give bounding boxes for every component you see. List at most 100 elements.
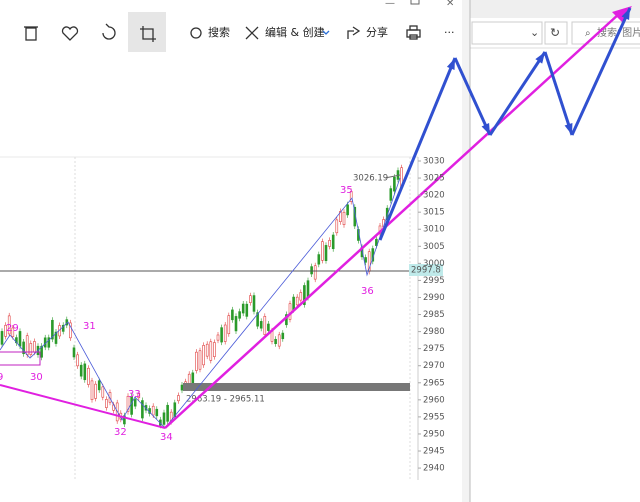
candle-body bbox=[90, 380, 94, 400]
candle-body bbox=[177, 395, 180, 402]
candle-body bbox=[166, 404, 169, 422]
current-price-box bbox=[409, 264, 443, 276]
price-tick-label: 2955 bbox=[423, 412, 445, 422]
candle-body bbox=[328, 240, 331, 247]
wave-box bbox=[0, 351, 41, 366]
candle-body bbox=[0, 331, 4, 345]
wave-label: 30 bbox=[30, 372, 43, 383]
candle-body bbox=[137, 393, 141, 399]
maximize-button[interactable] bbox=[410, 0, 420, 5]
print-icon[interactable] bbox=[406, 25, 421, 40]
candle-body bbox=[18, 331, 22, 347]
crop-highlight bbox=[128, 12, 166, 52]
trend-line bbox=[164, 12, 621, 429]
crop-icon[interactable] bbox=[140, 26, 156, 42]
rotate-icon[interactable] bbox=[102, 23, 116, 40]
zone-band bbox=[183, 383, 410, 391]
wave-label: 35 bbox=[340, 185, 353, 196]
candle-body bbox=[227, 315, 231, 335]
dropdown-icon[interactable]: ⌄ bbox=[530, 26, 539, 39]
more-icon[interactable]: ··· bbox=[444, 26, 455, 39]
candle-body bbox=[288, 303, 292, 320]
delete-icon[interactable] bbox=[24, 26, 38, 41]
candle-body bbox=[238, 311, 241, 319]
candle-body bbox=[61, 324, 65, 332]
price-tick-label: 2980 bbox=[423, 327, 445, 337]
candle-body bbox=[141, 400, 144, 419]
candle-body bbox=[292, 296, 295, 310]
favorite-icon[interactable] bbox=[61, 26, 79, 41]
refresh-icon: ↻ bbox=[550, 26, 560, 40]
candle-body bbox=[51, 319, 54, 340]
candle-body bbox=[205, 343, 209, 357]
candle-body bbox=[267, 323, 270, 331]
candle-body bbox=[277, 334, 281, 347]
candle-body bbox=[162, 412, 166, 425]
browser-window bbox=[470, 0, 640, 502]
chevron-icon[interactable] bbox=[322, 30, 330, 35]
price-axis: 3030 3025 3020 3015 3010 3005 3000 2995 2990 2985… bbox=[418, 157, 445, 474]
price-tick-label: 2950 bbox=[423, 429, 445, 439]
candle-body bbox=[101, 386, 105, 398]
candle-body bbox=[216, 334, 220, 341]
refresh-button[interactable] bbox=[544, 21, 568, 45]
candle-body bbox=[213, 342, 216, 357]
toolbar-item[interactable]: 编辑 & 创建 bbox=[265, 25, 325, 39]
candle-body bbox=[72, 347, 76, 358]
candle-body bbox=[180, 384, 184, 391]
candle-body bbox=[263, 316, 267, 335]
projection-arrow bbox=[570, 7, 632, 136]
toolbar-item[interactable]: 分享 bbox=[366, 25, 388, 39]
candle-body bbox=[105, 399, 108, 408]
candle-body bbox=[346, 204, 349, 216]
price-tick-label: 2940 bbox=[423, 464, 445, 474]
wave-label: 32 bbox=[114, 427, 127, 438]
candle-body bbox=[335, 219, 339, 234]
candle-body bbox=[202, 345, 205, 366]
candle-body bbox=[40, 345, 43, 358]
projection-arrowhead bbox=[481, 123, 490, 135]
wave-label: 31 bbox=[83, 321, 96, 332]
edit-icon[interactable] bbox=[245, 26, 259, 40]
wave-labels: 9 29 30 31 32 33 34 35 36 bbox=[0, 185, 374, 443]
address-bar[interactable] bbox=[471, 21, 543, 45]
candle-body bbox=[245, 303, 249, 317]
minimize-button[interactable]: — bbox=[385, 0, 395, 9]
wave-label: 9 bbox=[0, 372, 3, 383]
current-price-label: 2997.8 bbox=[411, 266, 441, 276]
wave-line bbox=[0, 177, 401, 429]
search-box[interactable] bbox=[571, 21, 640, 45]
share-icon[interactable] bbox=[347, 26, 361, 39]
candle-body bbox=[94, 383, 97, 399]
price-tick-label: 2945 bbox=[423, 447, 445, 457]
search-tool-icon[interactable] bbox=[190, 27, 202, 39]
price-tick-label: 3010 bbox=[423, 225, 445, 235]
candle-body bbox=[313, 265, 317, 280]
price-tick-label: 3020 bbox=[423, 191, 445, 201]
projection-arrowhead bbox=[446, 58, 455, 70]
close-button[interactable]: ✕ bbox=[446, 0, 454, 9]
candle-body bbox=[234, 316, 238, 332]
candle-body bbox=[223, 324, 227, 342]
candle-body bbox=[310, 266, 313, 275]
candle-body bbox=[54, 331, 58, 344]
price-tick-label: 3025 bbox=[423, 174, 445, 184]
candle-body bbox=[108, 392, 112, 403]
candle-body bbox=[87, 367, 90, 385]
candle-body bbox=[97, 380, 101, 391]
candle-body bbox=[187, 373, 191, 385]
candle-body bbox=[306, 280, 310, 298]
wave-label: 34 bbox=[160, 432, 173, 443]
candle-body bbox=[22, 341, 25, 355]
candle-body bbox=[209, 341, 213, 361]
zone-label: 2963.19 - 2965.11 bbox=[186, 395, 265, 405]
candle-body bbox=[324, 245, 328, 261]
candle-body bbox=[4, 324, 7, 337]
candle-body bbox=[155, 408, 159, 417]
candle-body bbox=[83, 363, 87, 381]
candle-body bbox=[317, 254, 321, 265]
candle-body bbox=[342, 211, 346, 225]
toolbar-item[interactable]: 搜索 bbox=[208, 25, 230, 39]
candle-body bbox=[349, 191, 353, 202]
